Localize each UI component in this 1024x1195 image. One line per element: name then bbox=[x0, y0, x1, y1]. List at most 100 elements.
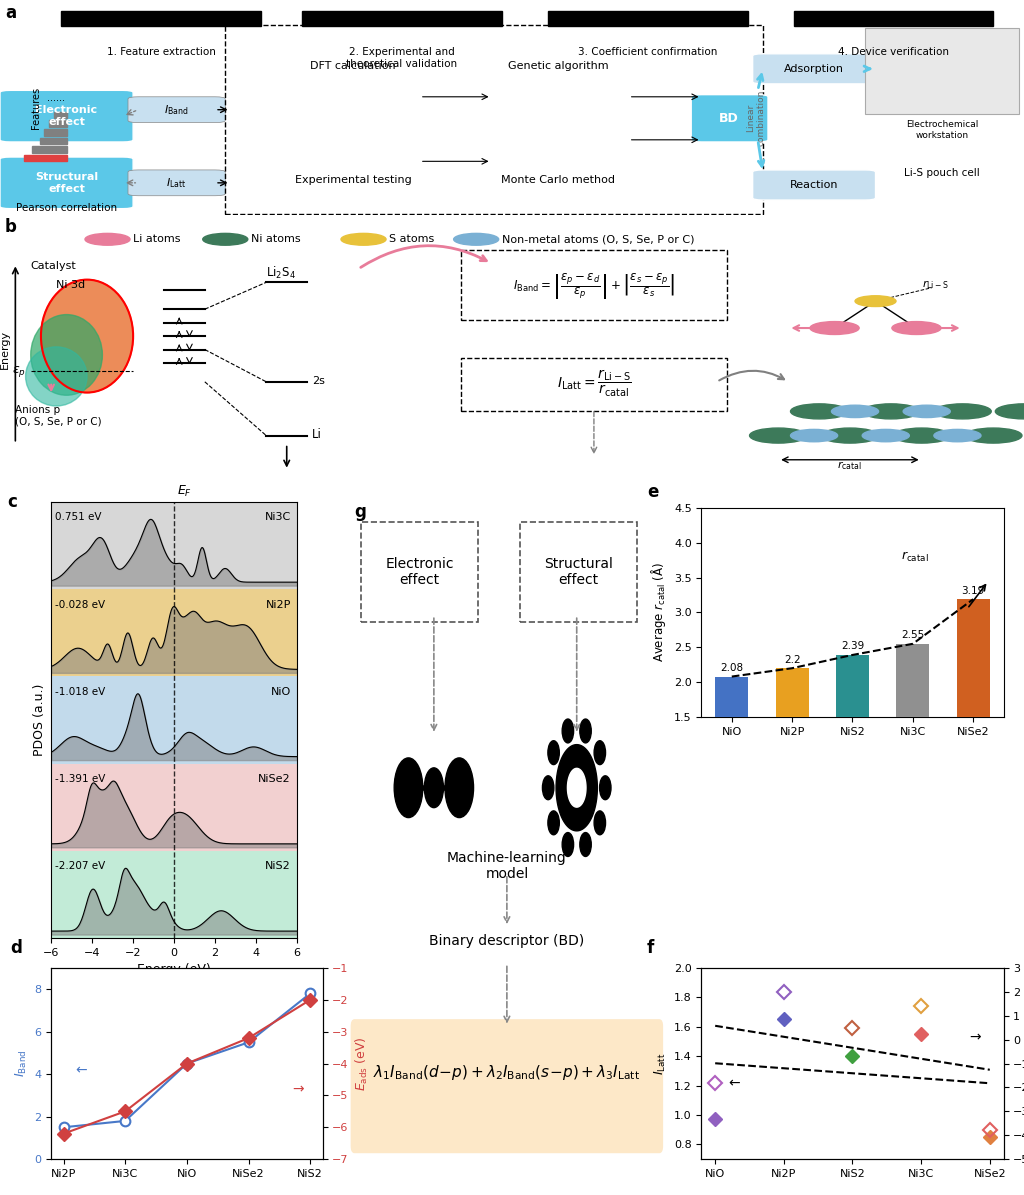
Y-axis label: PDOS (a.u.): PDOS (a.u.) bbox=[33, 684, 46, 756]
Text: Ni3C: Ni3C bbox=[264, 513, 291, 522]
Text: e: e bbox=[647, 483, 658, 501]
Circle shape bbox=[424, 768, 443, 808]
Circle shape bbox=[562, 833, 573, 857]
Bar bbox=[51, 851, 297, 938]
Text: $r_{\mathrm{Li-S}}$: $r_{\mathrm{Li-S}}$ bbox=[922, 278, 948, 292]
Text: 4. Device verification: 4. Device verification bbox=[838, 48, 949, 57]
Text: Li-S pouch cell: Li-S pouch cell bbox=[904, 167, 980, 178]
FancyBboxPatch shape bbox=[360, 522, 478, 621]
Text: $\varepsilon_p$: $\varepsilon_p$ bbox=[11, 363, 26, 379]
Text: Monte Carlo method: Monte Carlo method bbox=[501, 174, 615, 185]
Circle shape bbox=[995, 404, 1024, 419]
Text: -2.207 eV: -2.207 eV bbox=[55, 862, 105, 871]
Text: S atoms: S atoms bbox=[389, 234, 434, 244]
Ellipse shape bbox=[41, 280, 133, 392]
Polygon shape bbox=[567, 768, 586, 807]
Text: 2. Experimental and
theoretical validation: 2. Experimental and theoretical validati… bbox=[346, 48, 458, 69]
Bar bbox=[302, 11, 502, 26]
Circle shape bbox=[548, 741, 559, 765]
Circle shape bbox=[965, 428, 1022, 443]
Circle shape bbox=[543, 776, 554, 799]
Text: Experimental testing: Experimental testing bbox=[295, 174, 412, 185]
Text: $\leftarrow$: $\leftarrow$ bbox=[726, 1076, 741, 1090]
Text: Catalyst: Catalyst bbox=[31, 261, 77, 271]
Bar bbox=[896, 644, 930, 822]
Circle shape bbox=[600, 776, 611, 799]
Y-axis label: Average $r_\mathrm{catal}$ (Å): Average $r_\mathrm{catal}$ (Å) bbox=[649, 563, 669, 662]
Text: Electrochemical
workstation: Electrochemical workstation bbox=[906, 121, 978, 140]
Circle shape bbox=[594, 741, 605, 765]
Bar bbox=[794, 11, 993, 26]
Circle shape bbox=[892, 321, 941, 335]
Text: $I_\mathrm{Latt}$: $I_\mathrm{Latt}$ bbox=[166, 176, 186, 190]
Circle shape bbox=[821, 428, 879, 443]
Circle shape bbox=[341, 233, 386, 245]
Text: Linear
combination: Linear combination bbox=[746, 90, 765, 147]
Bar bbox=[51, 764, 297, 851]
Circle shape bbox=[394, 758, 423, 817]
Circle shape bbox=[893, 428, 950, 443]
Polygon shape bbox=[556, 744, 597, 831]
Text: g: g bbox=[354, 503, 367, 521]
Bar bbox=[51, 502, 297, 589]
FancyBboxPatch shape bbox=[351, 1019, 663, 1152]
Circle shape bbox=[594, 811, 605, 835]
Text: Electronic
effect: Electronic effect bbox=[36, 105, 97, 127]
Text: $E_F$: $E_F$ bbox=[177, 484, 193, 500]
Circle shape bbox=[562, 719, 573, 743]
Text: 3.19: 3.19 bbox=[962, 586, 985, 596]
Bar bbox=[40, 137, 67, 145]
Y-axis label: $I_\mathrm{Latt}$: $I_\mathrm{Latt}$ bbox=[653, 1053, 669, 1074]
X-axis label: Energy (eV): Energy (eV) bbox=[137, 963, 211, 976]
Text: 2.55: 2.55 bbox=[901, 630, 925, 641]
Text: 2.08: 2.08 bbox=[720, 663, 743, 673]
Text: Ni 3d: Ni 3d bbox=[56, 280, 85, 289]
FancyBboxPatch shape bbox=[0, 157, 133, 209]
FancyBboxPatch shape bbox=[691, 94, 768, 142]
Circle shape bbox=[855, 295, 896, 307]
Text: ......: ...... bbox=[47, 93, 66, 103]
FancyBboxPatch shape bbox=[865, 27, 1019, 114]
Text: NiSe2: NiSe2 bbox=[258, 774, 291, 784]
Circle shape bbox=[85, 233, 130, 245]
Bar bbox=[44, 129, 67, 135]
Text: Li: Li bbox=[312, 428, 323, 441]
Ellipse shape bbox=[31, 314, 102, 396]
Text: Ni atoms: Ni atoms bbox=[251, 234, 300, 244]
Text: Reaction: Reaction bbox=[790, 180, 839, 190]
Text: Pearson correlation: Pearson correlation bbox=[16, 203, 117, 213]
Circle shape bbox=[903, 405, 950, 417]
Text: $I_{\mathrm{Latt}} = \dfrac{r_{\mathrm{Li-S}}}{r_{\mathrm{catal}}}$: $I_{\mathrm{Latt}} = \dfrac{r_{\mathrm{L… bbox=[556, 368, 632, 399]
Text: c: c bbox=[7, 494, 16, 511]
Circle shape bbox=[862, 404, 920, 419]
Text: Anions p
(O, S, Se, P or C): Anions p (O, S, Se, P or C) bbox=[15, 405, 102, 427]
Y-axis label: $E_\mathrm{ads}$ (eV): $E_\mathrm{ads}$ (eV) bbox=[354, 1036, 371, 1091]
Bar bbox=[51, 589, 297, 676]
Bar bbox=[715, 676, 749, 822]
Circle shape bbox=[580, 833, 591, 857]
FancyBboxPatch shape bbox=[461, 357, 727, 411]
Text: $\rightarrow$: $\rightarrow$ bbox=[290, 1081, 305, 1096]
Text: Li atoms: Li atoms bbox=[133, 234, 180, 244]
Y-axis label: $I_\mathrm{Band}$: $I_\mathrm{Band}$ bbox=[13, 1050, 29, 1077]
Text: Energy: Energy bbox=[0, 330, 10, 369]
Bar bbox=[836, 655, 869, 822]
Circle shape bbox=[934, 404, 991, 419]
FancyBboxPatch shape bbox=[519, 522, 637, 621]
Bar bbox=[24, 155, 67, 161]
Ellipse shape bbox=[26, 347, 87, 406]
FancyBboxPatch shape bbox=[0, 91, 133, 142]
Text: $\leftarrow$: $\leftarrow$ bbox=[73, 1062, 88, 1077]
Text: NiO: NiO bbox=[270, 687, 291, 697]
Text: Binary descriptor (BD): Binary descriptor (BD) bbox=[429, 933, 585, 948]
Text: Structural
effect: Structural effect bbox=[544, 557, 612, 587]
Text: a: a bbox=[5, 5, 16, 23]
FancyBboxPatch shape bbox=[753, 170, 876, 200]
FancyBboxPatch shape bbox=[753, 54, 876, 84]
Text: $\rightarrow$: $\rightarrow$ bbox=[968, 1030, 983, 1043]
Text: $r_{\mathrm{catal}}$: $r_{\mathrm{catal}}$ bbox=[838, 459, 862, 472]
Text: 1. Feature extraction: 1. Feature extraction bbox=[106, 48, 216, 57]
Text: Structural
effect: Structural effect bbox=[35, 172, 98, 194]
Circle shape bbox=[580, 719, 591, 743]
Circle shape bbox=[454, 233, 499, 245]
